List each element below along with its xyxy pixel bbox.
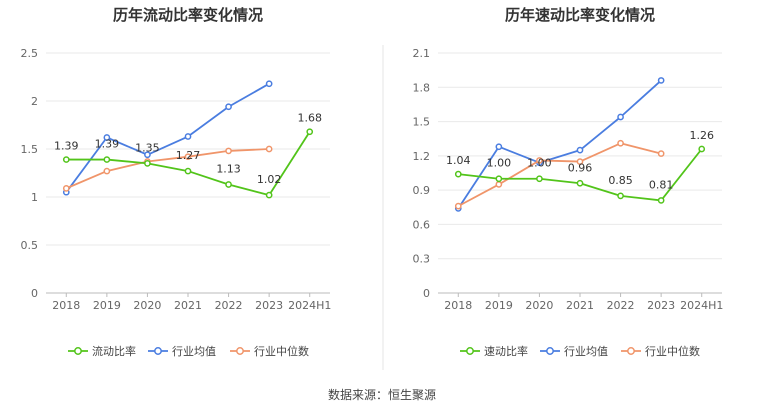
series-line [65, 82, 270, 193]
x-tick-label: 2022 [607, 299, 635, 312]
data-point [103, 156, 111, 163]
data-point [144, 151, 151, 159]
data-point [225, 103, 232, 111]
x-tick-label: 2018 [444, 299, 472, 312]
data-point [454, 202, 462, 210]
x-tick-label: 2024H1 [288, 299, 331, 312]
y-tick-label: 1.2 [413, 150, 431, 163]
data-point [617, 139, 624, 147]
data-label: 1.39 [95, 138, 120, 151]
data-point [657, 197, 665, 204]
data-point [454, 170, 462, 178]
x-tick-label: 2023 [255, 299, 283, 312]
legend-marker [236, 347, 244, 355]
data-point [306, 128, 314, 136]
x-tick-label: 2021 [566, 299, 594, 312]
legend-marker [74, 347, 82, 355]
x-tick-label: 2020 [133, 299, 161, 312]
data-point [103, 134, 111, 141]
x-tick-label: 2021 [174, 299, 202, 312]
data-point [536, 157, 543, 164]
data-point [576, 146, 584, 154]
data-label: 1.02 [257, 173, 282, 186]
data-point [225, 147, 232, 155]
data-point [103, 167, 111, 175]
data-point [184, 153, 192, 161]
y-tick-label: 2.1 [413, 47, 431, 60]
legend-label: 速动比率 [484, 344, 528, 358]
data-label: 0.81 [649, 178, 674, 191]
legend-label: 行业均值 [564, 345, 608, 358]
y-tick-label: 1.5 [413, 116, 431, 129]
y-tick-label: 2 [31, 95, 38, 108]
x-tick-label: 2022 [215, 299, 243, 312]
legend-label: 流动比率 [92, 344, 136, 358]
y-tick-label: 0.9 [413, 184, 431, 197]
data-point [265, 80, 273, 88]
legend-label: 行业中位数 [254, 344, 309, 358]
y-tick-label: 1.8 [413, 81, 431, 94]
data-point [657, 77, 665, 84]
data-label: 1.00 [527, 157, 552, 170]
y-tick-label: 1 [31, 191, 38, 204]
x-tick-label: 2019 [93, 299, 121, 312]
data-label: 1.26 [689, 129, 714, 142]
data-label: 1.27 [176, 149, 201, 162]
data-point [184, 133, 192, 140]
x-tick-label: 2018 [52, 299, 80, 312]
data-point [495, 175, 503, 183]
y-tick-label: 0 [31, 287, 38, 300]
y-tick-label: 0 [423, 287, 430, 300]
legend-label: 行业中位数 [645, 344, 700, 358]
y-tick-label: 1.5 [21, 143, 39, 156]
data-label: 1.39 [54, 140, 79, 153]
legend-marker [466, 347, 474, 355]
legend-marker [154, 347, 162, 355]
data-point [657, 150, 665, 157]
data-point [536, 175, 543, 183]
data-label: 1.04 [446, 154, 471, 167]
data-point [265, 145, 273, 153]
data-label: 1.00 [487, 157, 512, 170]
data-point [62, 185, 70, 192]
data-point [225, 181, 232, 188]
data-label: 0.85 [608, 174, 633, 187]
legend-marker [627, 347, 635, 355]
data-point [495, 181, 503, 188]
chart-title: 历年流动比率变化情况 [113, 6, 263, 24]
data-label: 1.13 [216, 163, 241, 176]
chart-title: 历年速动比率变化情况 [505, 6, 655, 24]
legend-marker [546, 347, 554, 355]
data-point [265, 191, 273, 199]
x-tick-label: 2023 [647, 299, 675, 312]
data-point [698, 145, 706, 153]
x-tick-label: 2020 [525, 299, 553, 312]
y-tick-label: 0.6 [413, 218, 431, 231]
x-tick-label: 2019 [485, 299, 513, 312]
y-tick-label: 0.5 [21, 239, 39, 252]
data-label: 0.96 [568, 161, 593, 174]
y-tick-label: 2.5 [21, 47, 39, 60]
series-line [457, 79, 662, 209]
data-point [617, 192, 624, 200]
data-point [144, 160, 151, 167]
data-point [184, 167, 192, 175]
y-tick-label: 0.3 [413, 253, 431, 266]
legend-label: 行业均值 [172, 345, 216, 358]
data-point [62, 156, 70, 163]
series-line [457, 142, 662, 207]
series-line [65, 148, 270, 190]
data-label: 1.35 [135, 141, 160, 154]
data-point [617, 113, 624, 121]
x-tick-label: 2024H1 [680, 299, 723, 312]
data-point [495, 143, 503, 151]
data-point [576, 179, 584, 187]
data-label: 1.68 [297, 112, 322, 125]
data-source-text: 数据来源：恒生聚源 [328, 387, 436, 402]
data-point [576, 158, 584, 165]
